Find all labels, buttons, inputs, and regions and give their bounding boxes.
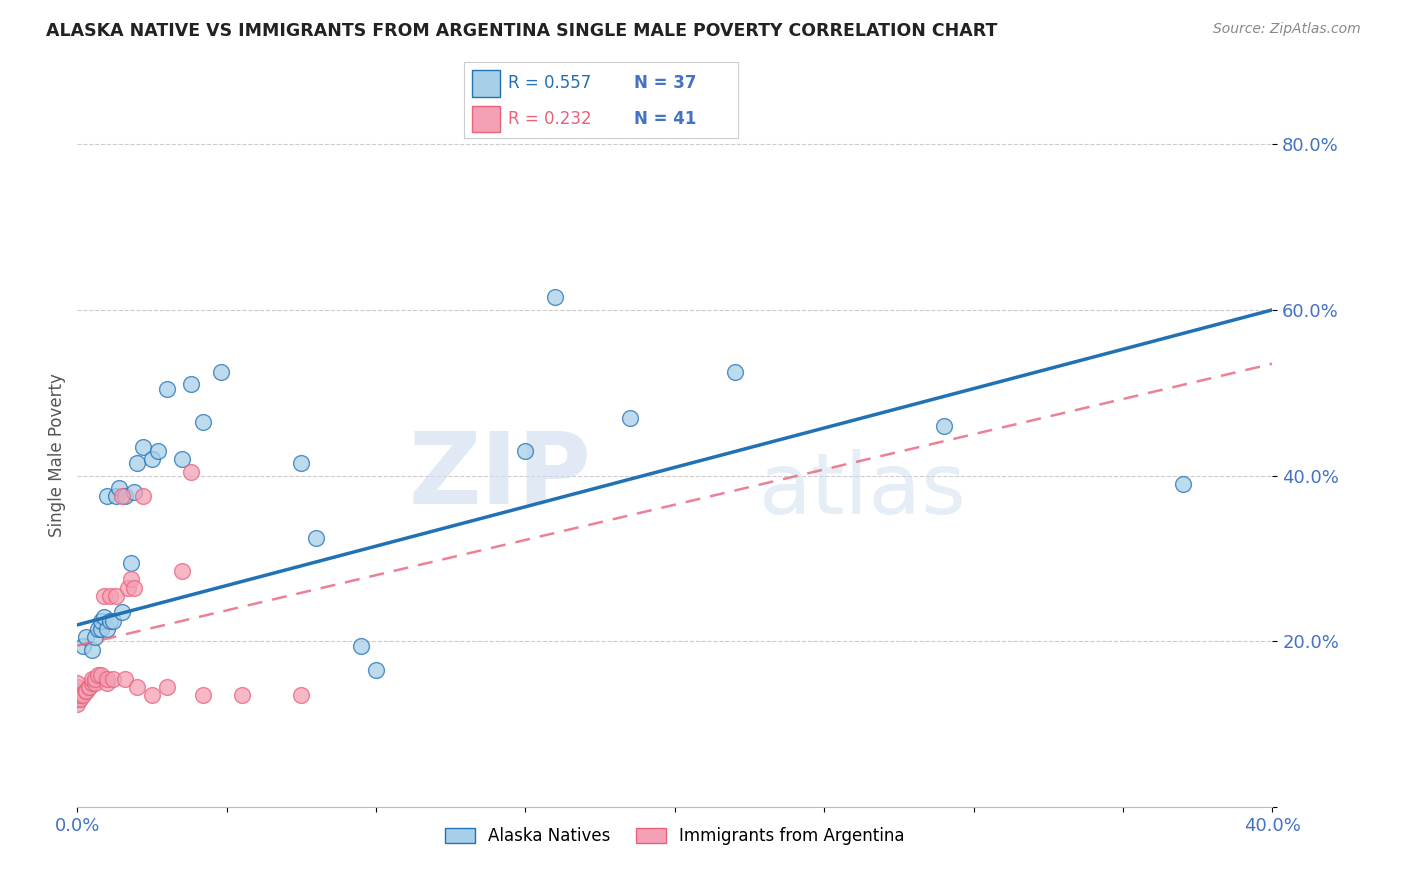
Point	[79, 680, 101, 694]
Point	[98, 614, 121, 628]
Text: Source: ZipAtlas.com: Source: ZipAtlas.com	[1213, 22, 1361, 37]
Point	[87, 667, 110, 681]
Text: R = 0.557: R = 0.557	[508, 74, 591, 92]
Point	[120, 556, 142, 570]
Point	[98, 589, 121, 603]
Point	[111, 489, 134, 503]
Point	[231, 689, 253, 703]
Text: ZIP: ZIP	[408, 427, 592, 524]
Point	[127, 456, 149, 470]
Point	[66, 689, 89, 703]
Point	[170, 564, 193, 578]
Point	[93, 589, 115, 603]
Point	[66, 697, 89, 711]
Point	[122, 485, 145, 500]
Point	[932, 418, 955, 433]
Point	[544, 290, 567, 304]
Point	[209, 365, 232, 379]
Point	[350, 639, 373, 653]
Point	[132, 489, 155, 503]
Point	[619, 410, 641, 425]
Point	[96, 622, 118, 636]
Point	[156, 382, 179, 396]
Point	[75, 630, 97, 644]
Point	[103, 614, 124, 628]
FancyBboxPatch shape	[472, 105, 499, 132]
Y-axis label: Single Male Poverty: Single Male Poverty	[48, 373, 66, 537]
Point	[111, 606, 134, 620]
Point	[191, 415, 214, 429]
Point	[191, 689, 214, 703]
Point	[103, 672, 124, 686]
Point	[96, 489, 118, 503]
Point	[724, 365, 747, 379]
Point	[108, 481, 131, 495]
Point	[87, 622, 110, 636]
Point	[141, 689, 163, 703]
Point	[79, 680, 101, 694]
Point	[305, 531, 328, 545]
Text: N = 41: N = 41	[634, 110, 696, 128]
Point	[170, 452, 193, 467]
Point	[69, 689, 91, 703]
Point	[290, 689, 312, 703]
Point	[105, 489, 128, 503]
Point	[84, 630, 107, 644]
Point	[90, 622, 112, 636]
FancyBboxPatch shape	[472, 70, 499, 96]
Text: N = 37: N = 37	[634, 74, 696, 92]
Point	[66, 684, 89, 698]
Point	[114, 489, 136, 503]
Point	[141, 452, 163, 467]
Point	[82, 642, 104, 657]
Point	[515, 443, 537, 458]
Point	[75, 684, 97, 698]
Point	[84, 672, 107, 686]
Point	[96, 676, 118, 690]
Point	[66, 692, 89, 706]
Point	[93, 609, 115, 624]
Point	[66, 676, 89, 690]
Point	[75, 684, 97, 698]
Point	[84, 676, 107, 690]
Point	[117, 581, 139, 595]
Point	[366, 664, 388, 678]
Point	[66, 692, 89, 706]
Point	[96, 672, 118, 686]
Point	[90, 667, 112, 681]
Text: R = 0.232: R = 0.232	[508, 110, 592, 128]
Point	[132, 440, 155, 454]
Text: atlas: atlas	[759, 449, 966, 532]
Point	[1171, 477, 1194, 491]
Text: ALASKA NATIVE VS IMMIGRANTS FROM ARGENTINA SINGLE MALE POVERTY CORRELATION CHART: ALASKA NATIVE VS IMMIGRANTS FROM ARGENTI…	[46, 22, 998, 40]
Point	[180, 465, 202, 479]
Point	[120, 572, 142, 586]
Point	[146, 443, 169, 458]
Point	[69, 692, 91, 706]
Point	[114, 672, 136, 686]
Point	[156, 680, 179, 694]
Point	[105, 589, 128, 603]
Point	[82, 676, 104, 690]
Point	[180, 377, 202, 392]
Point	[72, 639, 94, 653]
Point	[90, 614, 112, 628]
Point	[66, 680, 89, 694]
Point	[82, 672, 104, 686]
Point	[127, 680, 149, 694]
Legend: Alaska Natives, Immigrants from Argentina: Alaska Natives, Immigrants from Argentin…	[439, 821, 911, 852]
Point	[66, 684, 89, 698]
Point	[72, 689, 94, 703]
Point	[290, 456, 312, 470]
Point	[122, 581, 145, 595]
